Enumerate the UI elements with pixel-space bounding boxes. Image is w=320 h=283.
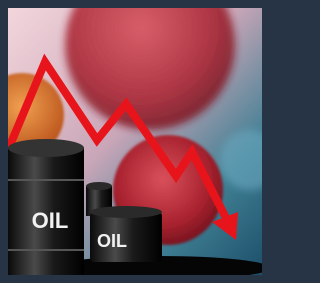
barrel-label: OIL bbox=[97, 231, 127, 251]
barrel-label: OIL bbox=[32, 208, 69, 233]
page: OIL OIL (() => { const data = JSON.parse… bbox=[0, 0, 270, 283]
small-barrel-top bbox=[90, 206, 162, 218]
scene: OIL OIL bbox=[0, 0, 270, 283]
picture: OIL OIL bbox=[0, 0, 270, 283]
large-barrel-top bbox=[8, 139, 84, 157]
can-top bbox=[86, 182, 112, 190]
